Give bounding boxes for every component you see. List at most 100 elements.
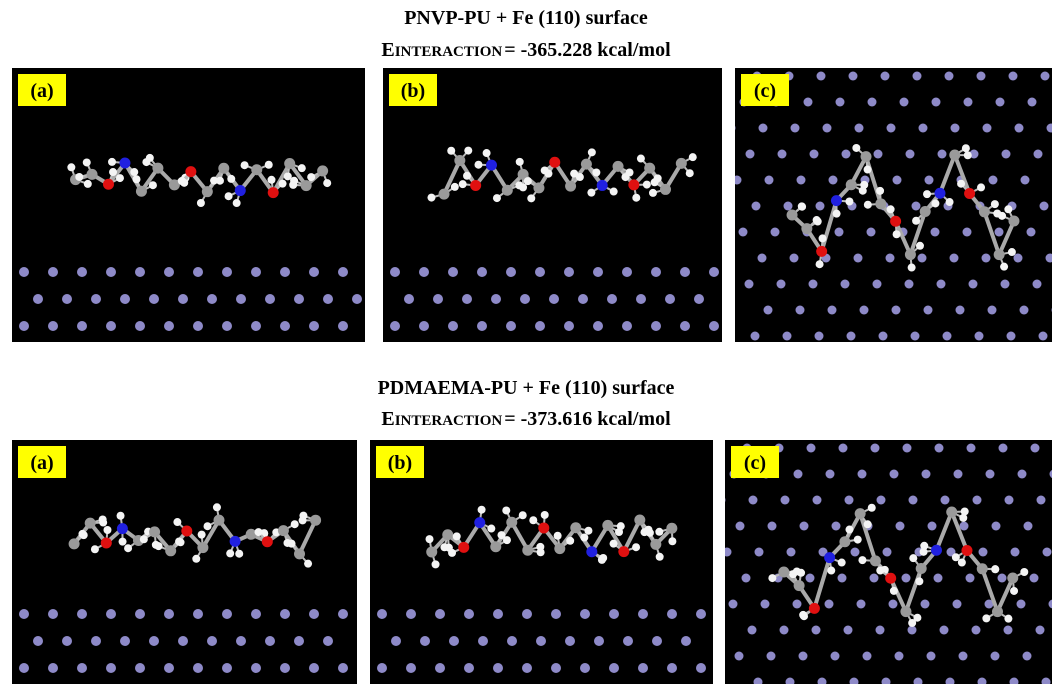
hydrogen xyxy=(656,553,664,561)
atom xyxy=(490,541,501,552)
atom xyxy=(301,180,312,191)
fe-atom xyxy=(390,267,400,277)
atom xyxy=(284,158,295,169)
fe-atom xyxy=(886,254,895,263)
fe-atom xyxy=(879,332,888,341)
fe-atom xyxy=(651,321,661,331)
fe-atom xyxy=(433,294,443,304)
fe-atom xyxy=(938,150,947,159)
fe-atom xyxy=(889,600,898,609)
hydrogen xyxy=(241,161,249,169)
fe-atom xyxy=(419,321,429,331)
atom xyxy=(992,606,1003,617)
panel-background xyxy=(735,68,1052,342)
fe-atom xyxy=(193,663,203,673)
hydrogen xyxy=(149,181,157,189)
fe-atom xyxy=(193,267,203,277)
fe-atom xyxy=(807,444,816,453)
atom xyxy=(846,179,857,190)
panel-label: (c) xyxy=(754,80,776,102)
fe-atom xyxy=(847,332,856,341)
fe-atom xyxy=(1011,548,1020,557)
fe-atom xyxy=(251,321,261,331)
fe-atom xyxy=(178,636,188,646)
fe-atom xyxy=(867,228,876,237)
hydrogen xyxy=(643,181,651,189)
fe-atom xyxy=(464,663,474,673)
atom xyxy=(565,181,576,192)
hydrogen xyxy=(610,540,618,548)
fe-atom xyxy=(855,124,864,133)
panel-label: (a) xyxy=(30,452,53,474)
hydrogen xyxy=(1000,263,1008,271)
fe-atom xyxy=(91,294,101,304)
fe-atom xyxy=(594,636,604,646)
hydrogen xyxy=(180,179,188,187)
fe-atom xyxy=(564,267,574,277)
hydrogen xyxy=(584,527,592,535)
fe-atom xyxy=(135,267,145,277)
fe-atom xyxy=(338,663,348,673)
hydrogen xyxy=(307,173,315,181)
fe-atom xyxy=(680,267,690,277)
fe-atom xyxy=(876,626,885,635)
fe-atom xyxy=(564,321,574,331)
fe-atom xyxy=(964,98,973,107)
energy-subscript: INTERACTION xyxy=(395,413,503,429)
fe-atom xyxy=(749,496,758,505)
hydrogen xyxy=(226,549,234,557)
hydrogen xyxy=(103,526,111,534)
hydrogen xyxy=(632,543,640,551)
hydrogen xyxy=(952,553,960,561)
atom xyxy=(103,179,114,190)
hydrogen xyxy=(858,556,866,564)
hydrogen xyxy=(868,504,876,512)
hydrogen xyxy=(67,163,75,171)
hydrogen xyxy=(909,554,917,562)
hydrogen xyxy=(982,614,990,622)
fe-atom xyxy=(979,548,988,557)
fe-atom xyxy=(765,176,774,185)
atom xyxy=(538,522,549,533)
fe-atom xyxy=(222,321,232,331)
fe-atom xyxy=(1040,202,1049,211)
atom xyxy=(905,249,916,260)
fe-atom xyxy=(868,98,877,107)
hydrogen xyxy=(478,506,486,514)
fe-atom xyxy=(962,358,971,367)
fe-atom xyxy=(651,267,661,277)
fe-atom xyxy=(790,254,799,263)
hydrogen xyxy=(610,188,618,196)
fe-atom xyxy=(77,609,87,619)
fe-atom xyxy=(841,280,850,289)
fe-atom xyxy=(1002,150,1011,159)
fe-atom xyxy=(999,444,1008,453)
fe-atom xyxy=(755,548,764,557)
fe-atom xyxy=(813,496,822,505)
hydrogen xyxy=(130,168,138,176)
fe-atom xyxy=(858,470,867,479)
fe-atom xyxy=(797,176,806,185)
fe-atom xyxy=(953,600,962,609)
atom xyxy=(214,515,225,526)
fe-atom xyxy=(735,652,744,661)
atom xyxy=(816,246,827,257)
fe-atom xyxy=(406,609,416,619)
hydrogen xyxy=(598,556,606,564)
fe-atom xyxy=(902,574,911,583)
atom xyxy=(650,539,661,550)
hydrogen xyxy=(957,180,965,188)
fe-atom xyxy=(1036,626,1045,635)
atom xyxy=(87,169,98,180)
fe-atom xyxy=(535,267,545,277)
fe-atom xyxy=(918,254,927,263)
hydrogen xyxy=(288,540,296,548)
hydrogen xyxy=(124,544,132,552)
fe-atom xyxy=(831,652,840,661)
fe-atom xyxy=(91,636,101,646)
fe-atom xyxy=(464,609,474,619)
fe-atom xyxy=(665,294,675,304)
fe-atom xyxy=(106,267,116,277)
fe-atom xyxy=(251,663,261,673)
fe-atom xyxy=(1023,652,1032,661)
